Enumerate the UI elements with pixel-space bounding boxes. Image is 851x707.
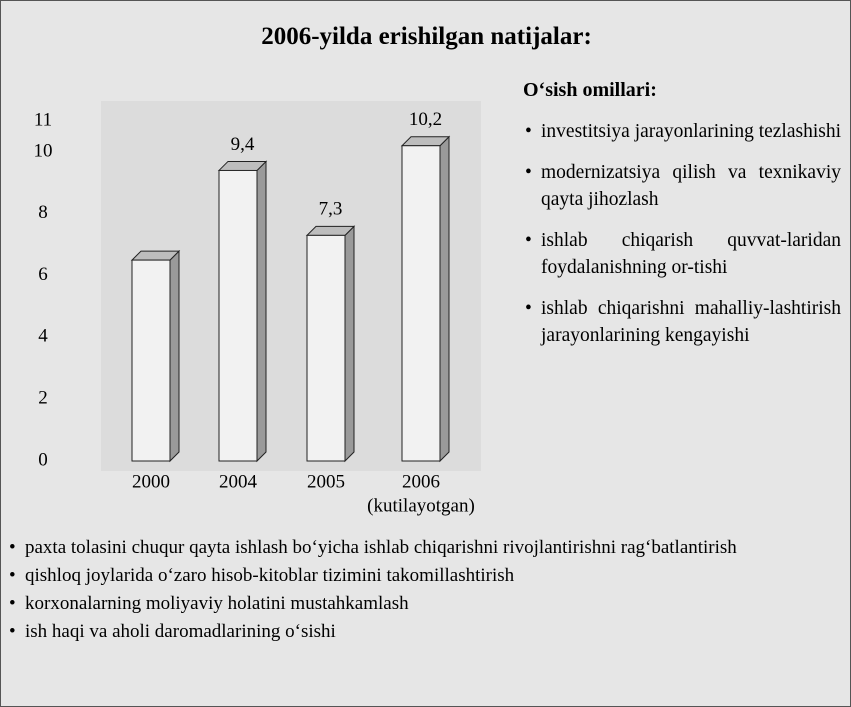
- list-item: ishlab chiqarish quvvat-laridan foydalan…: [523, 227, 841, 281]
- list-item: paxta tolasini chuqur qayta ishlash bo‘y…: [7, 534, 843, 562]
- bar: [401, 145, 441, 462]
- bar-side: [344, 225, 355, 463]
- factors-title: O‘sish omillari:: [523, 79, 657, 101]
- x-tick-label: 2000: [132, 471, 170, 492]
- bar: [306, 234, 346, 462]
- x-tick-label: 2005: [307, 471, 345, 492]
- x-tick-label: 2006: [402, 471, 440, 492]
- measures-list: paxta tolasini chuqur qayta ishlash bo‘y…: [7, 534, 843, 646]
- list-item: modernizatsiya qilish va texnikaviy qayt…: [523, 159, 841, 213]
- bar: [131, 259, 171, 462]
- value-label: 9,4: [231, 134, 255, 155]
- y-tick-label: 0: [38, 449, 48, 470]
- list-item: investitsiya jarayonlarining tezlashishi: [523, 118, 841, 145]
- bar-top: [217, 160, 268, 171]
- y-tick-label: 6: [38, 264, 48, 285]
- bar-top: [305, 225, 356, 236]
- list-item: ishlab chiqarishni mahalliy-lashtirish j…: [523, 295, 841, 349]
- value-label: 7,3: [319, 199, 343, 220]
- bar-side: [439, 135, 450, 463]
- bar-top: [130, 250, 181, 261]
- bar: [218, 169, 258, 462]
- list-item: korxonalarning moliyaviy holatini mustah…: [7, 590, 843, 618]
- measures: paxta tolasini chuqur qayta ishlash bo‘y…: [7, 534, 843, 646]
- y-tick-label: 2: [38, 388, 48, 409]
- y-tick-label: 8: [38, 202, 48, 223]
- bar-side: [169, 249, 180, 463]
- y-tick-label: 4: [38, 326, 48, 347]
- factors-list: investitsiya jarayonlarining tezlashishi…: [523, 118, 841, 349]
- y-tick-label: 10: [34, 140, 53, 161]
- value-label: 10,2: [409, 109, 442, 130]
- list-item: qishloq joylarida o‘zaro hisob-kitoblar …: [7, 562, 843, 590]
- annotation: (kutilayotgan): [367, 495, 475, 516]
- x-tick-label: 2004: [219, 471, 258, 492]
- bar-top: [400, 136, 451, 147]
- chart: 0 2 4 6 8 10 11 2000 2004 9,4 2005 7,3 2006 10,2 (kuti…: [34, 101, 481, 516]
- bar-side: [256, 160, 267, 463]
- list-item: ish haqi va aholi daromadlarining o‘sish…: [7, 618, 843, 646]
- y-tick-label: 11: [34, 109, 52, 130]
- factors: O‘sish omillari: investitsiya jarayonlar…: [523, 77, 841, 363]
- chart-title: 2006-yilda erishilgan natijalar:: [261, 23, 592, 50]
